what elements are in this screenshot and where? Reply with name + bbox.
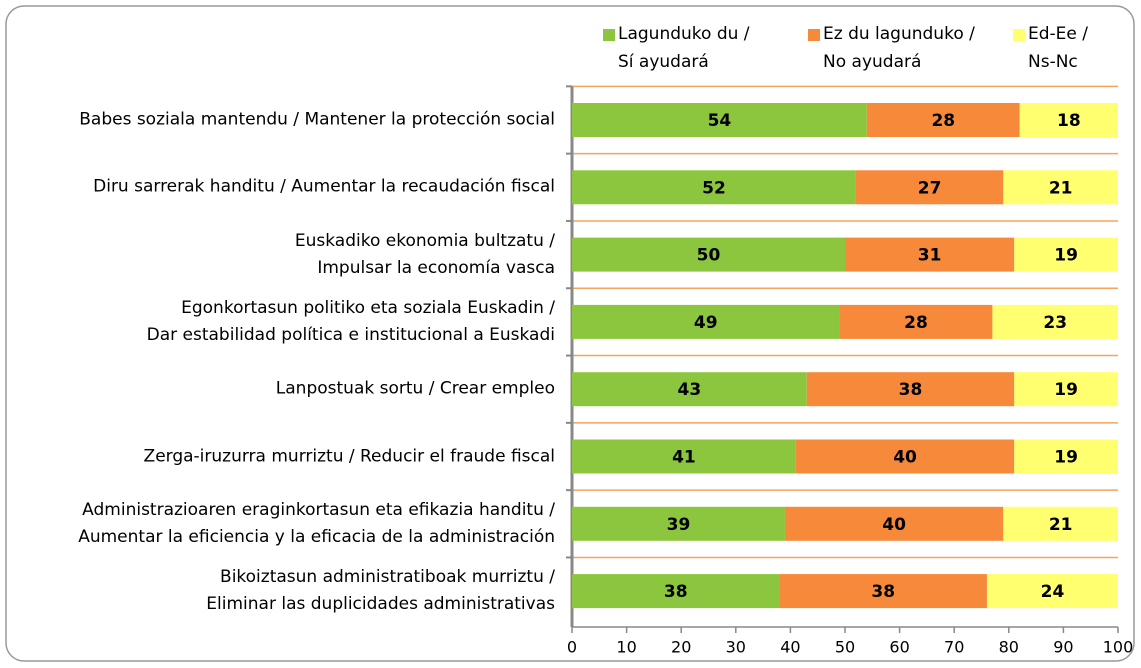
x-tick-label: 20 [671, 638, 691, 657]
category-label: Euskadiko ekonomia bultzatu / Impulsar l… [294, 230, 555, 278]
bar-segment [572, 439, 796, 474]
bar-segment [1014, 237, 1118, 272]
x-tick-label: 70 [944, 638, 964, 657]
value-label: 21 [1049, 515, 1073, 535]
category-label: Zerga-iruzurra murriztu / Reducir el fra… [143, 446, 555, 466]
legend-label: Ez du lagunduko / No ayudará [823, 24, 975, 72]
legend-label: Ed-Ee / Ns-Nc [1028, 24, 1088, 72]
x-tick-label: 0 [567, 638, 577, 657]
x-tick-label: 60 [889, 638, 909, 657]
frame [5, 5, 1135, 662]
category-label: Egonkortasun politiko eta soziala Euskad… [146, 297, 555, 345]
bar-segment [1019, 103, 1118, 137]
value-label: 31 [918, 246, 942, 266]
bar-segment [992, 304, 1118, 339]
bar-segment [986, 574, 1118, 609]
value-label: 19 [1054, 380, 1078, 400]
bar-segment [839, 304, 993, 339]
value-label: 43 [678, 380, 702, 400]
value-label: 49 [694, 313, 718, 333]
value-label: 38 [899, 380, 923, 400]
bar-segment [779, 574, 987, 609]
value-label: 27 [918, 178, 942, 198]
bar-segment [572, 574, 780, 609]
bar-segment [1014, 439, 1118, 474]
legend-swatch [1013, 29, 1025, 41]
value-label: 19 [1054, 448, 1078, 468]
category-label: Bikoiztasun administratiboak murriztu / … [206, 567, 555, 615]
category-label: Lanpostuak sortu / Crear empleo [275, 378, 555, 399]
value-label: 18 [1057, 111, 1081, 131]
bar-segment [1003, 170, 1118, 205]
value-label: 40 [893, 448, 917, 468]
bar-segment [572, 237, 845, 272]
value-label: 38 [871, 582, 895, 602]
value-label: 39 [667, 515, 691, 535]
bar-segment [845, 237, 1015, 272]
x-tick-label: 100 [1103, 638, 1134, 657]
bar-segment [806, 372, 1015, 407]
bar-segment [866, 103, 1020, 137]
value-label: 28 [904, 313, 928, 333]
value-label: 28 [931, 111, 955, 131]
bar-segment [572, 103, 867, 137]
bar-segment [572, 170, 856, 205]
x-tick-label: 30 [726, 638, 746, 657]
category-label: Diru sarrerak handitu / Aumentar la reca… [93, 176, 555, 197]
x-tick-label: 90 [1053, 638, 1073, 657]
value-label: 41 [672, 448, 696, 468]
x-tick-label: 80 [999, 638, 1019, 657]
value-label: 21 [1049, 178, 1073, 198]
bar-segment [784, 506, 1004, 541]
value-label: 50 [697, 246, 721, 266]
bar-segment [572, 372, 807, 407]
value-label: 54 [708, 111, 732, 131]
value-label: 38 [664, 582, 688, 602]
bar-segment [1003, 506, 1118, 541]
bar-segment [855, 170, 1004, 205]
bar-segment [572, 304, 840, 339]
legend-swatch [808, 29, 820, 41]
category-label: Administrazioaren eraginkortasun eta efi… [78, 499, 555, 547]
category-label: Babes soziala mantendu / Mantener la pro… [79, 109, 555, 130]
value-label: 19 [1054, 246, 1078, 266]
bar-segment [1014, 372, 1118, 407]
x-tick-label: 40 [780, 638, 800, 657]
bar-segment [572, 506, 785, 541]
value-label: 23 [1043, 313, 1067, 333]
bar-segment [795, 439, 1015, 474]
value-label: 40 [882, 515, 906, 535]
value-label: 52 [702, 178, 726, 198]
value-label: 24 [1041, 582, 1065, 602]
x-tick-label: 10 [616, 638, 636, 657]
x-tick-label: 50 [835, 638, 855, 657]
legend-swatch [603, 29, 615, 41]
legend-label: Lagunduko du / Sí ayudará [618, 24, 750, 72]
